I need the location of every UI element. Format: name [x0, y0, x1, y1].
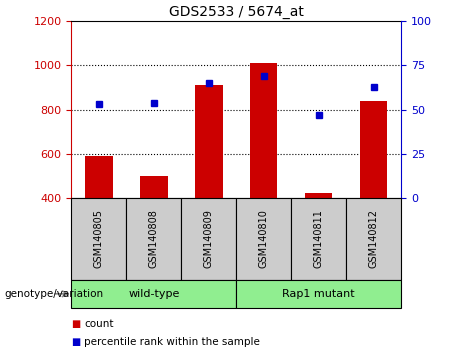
- Text: percentile rank within the sample: percentile rank within the sample: [84, 337, 260, 347]
- Text: ■: ■: [71, 337, 81, 347]
- Bar: [71, 280, 236, 308]
- Bar: [195, 85, 223, 198]
- Text: GSM140811: GSM140811: [313, 210, 324, 268]
- Bar: [126, 198, 181, 280]
- Text: wild-type: wild-type: [128, 289, 179, 299]
- Text: GSM140805: GSM140805: [94, 210, 104, 268]
- Bar: [140, 176, 168, 198]
- Bar: [250, 63, 278, 198]
- Text: GSM140808: GSM140808: [149, 210, 159, 268]
- Bar: [236, 198, 291, 280]
- Text: GSM140812: GSM140812: [369, 210, 378, 268]
- Bar: [346, 198, 401, 280]
- Text: genotype/variation: genotype/variation: [5, 289, 104, 299]
- Text: GSM140809: GSM140809: [204, 210, 214, 268]
- Title: GDS2533 / 5674_at: GDS2533 / 5674_at: [169, 5, 304, 19]
- Bar: [291, 198, 346, 280]
- Bar: [181, 198, 236, 280]
- Bar: [360, 101, 387, 198]
- Bar: [71, 198, 126, 280]
- Text: count: count: [84, 319, 114, 329]
- Bar: [85, 156, 112, 198]
- Bar: [236, 280, 401, 308]
- Text: ■: ■: [71, 319, 81, 329]
- Text: Rap1 mutant: Rap1 mutant: [282, 289, 355, 299]
- Text: GSM140810: GSM140810: [259, 210, 269, 268]
- Bar: [305, 193, 332, 198]
